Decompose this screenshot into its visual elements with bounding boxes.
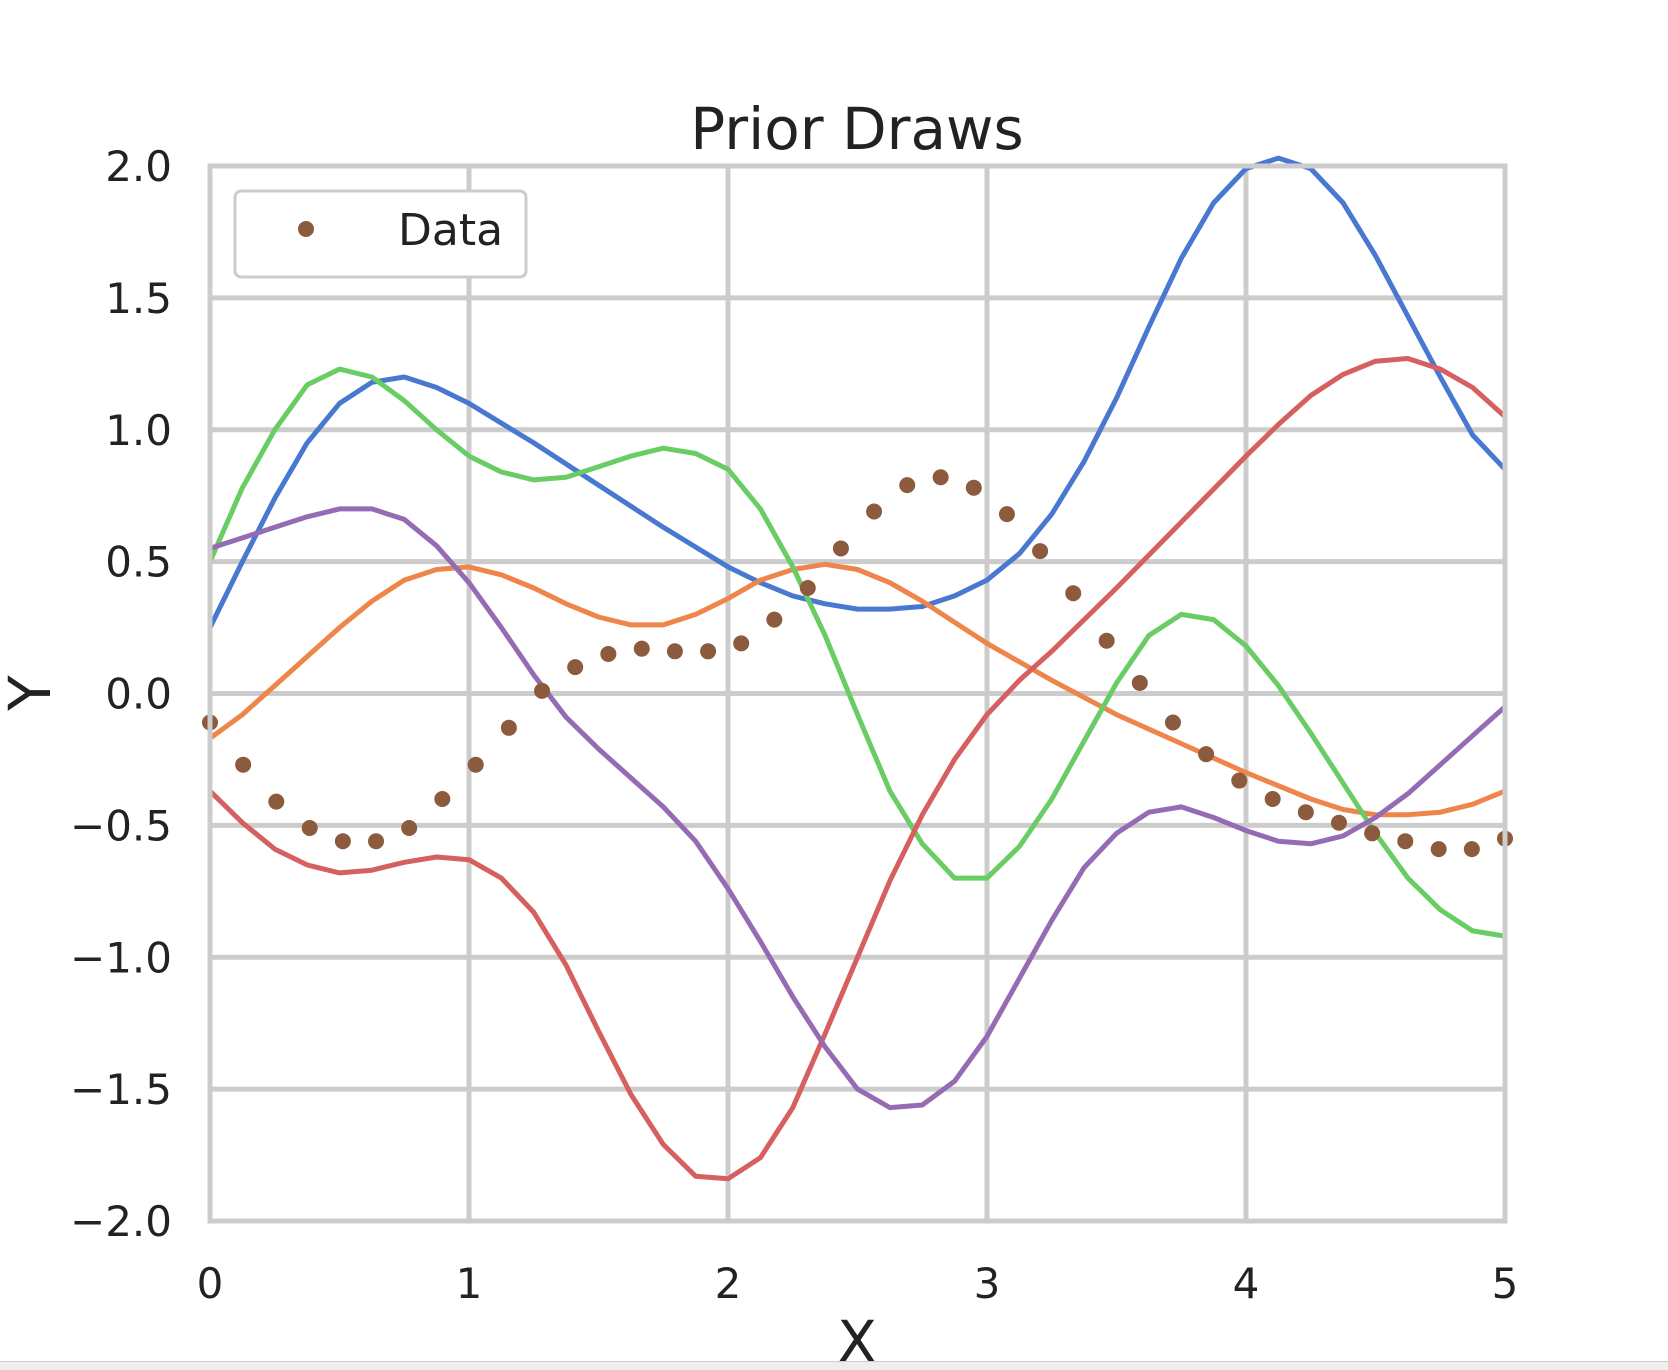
x-tick-label: 5 — [1492, 1259, 1519, 1308]
data-point — [733, 635, 750, 652]
data-point — [998, 506, 1015, 523]
data-points — [202, 469, 1513, 858]
x-tick-label: 4 — [1233, 1259, 1260, 1308]
data-point — [1164, 714, 1181, 731]
series-line-1 — [207, 155, 1507, 629]
x-tick-label: 1 — [456, 1259, 483, 1308]
data-point — [633, 640, 650, 657]
data-point — [1032, 543, 1049, 560]
window-bottom-edge — [0, 1361, 1668, 1370]
x-tick-label: 2 — [715, 1259, 742, 1308]
data-point — [401, 820, 418, 837]
plot-frame — [207, 163, 1508, 1224]
data-point — [932, 469, 949, 486]
y-tick-labels: −2.0 −1.5 −1.0 −0.5 0.0 0.5 1.0 1.5 2.0 — [70, 142, 172, 1246]
legend-label-data: Data — [398, 205, 503, 256]
x-axis-title: X — [837, 1308, 877, 1370]
data-point — [268, 793, 285, 810]
data-point — [832, 540, 849, 557]
y-tick-label: 0.0 — [105, 670, 172, 719]
data-point — [567, 659, 584, 676]
series-lines — [207, 155, 1507, 1182]
legend-marker — [298, 221, 314, 237]
data-point — [1065, 585, 1082, 602]
series-line-5 — [209, 506, 1507, 1111]
y-tick-label: −1.0 — [70, 933, 172, 982]
legend-box — [233, 189, 528, 279]
series-line-2 — [208, 561, 1506, 818]
x-tick-labels: 0 1 2 3 4 5 — [197, 1259, 1519, 1308]
data-point — [235, 756, 252, 773]
legend: Data — [233, 189, 528, 279]
series-line-4 — [208, 356, 1507, 1182]
data-point — [301, 820, 318, 837]
series-line-3 — [207, 366, 1506, 939]
y-tick-label: 1.5 — [105, 274, 172, 323]
data-point — [1397, 833, 1414, 850]
data-point — [434, 791, 451, 807]
x-tick-label: 3 — [974, 1259, 1001, 1308]
data-point — [666, 643, 683, 660]
y-tick-label: −0.5 — [70, 801, 172, 850]
data-point — [368, 833, 385, 850]
data-point — [600, 645, 617, 662]
data-point — [1430, 841, 1447, 858]
data-point — [1297, 804, 1314, 821]
data-point — [467, 756, 484, 773]
y-tick-label: −1.5 — [70, 1065, 172, 1114]
x-tick-label: 0 — [197, 1259, 224, 1308]
data-point — [700, 643, 717, 660]
data-point — [766, 611, 783, 628]
data-point — [1198, 746, 1215, 763]
data-point — [1364, 825, 1381, 842]
data-point — [866, 503, 883, 520]
y-axis-title: Y — [0, 675, 64, 712]
data-point — [1098, 632, 1115, 649]
data-point — [1463, 841, 1480, 858]
y-tick-label: 1.0 — [105, 406, 172, 455]
y-tick-label: 0.5 — [105, 538, 172, 587]
data-point — [899, 477, 916, 494]
data-point — [334, 833, 351, 850]
data-point — [1264, 791, 1281, 807]
data-point — [1231, 772, 1248, 789]
chart-title: Prior Draws — [690, 95, 1023, 163]
data-point — [1131, 674, 1148, 691]
y-tick-label: −2.0 — [70, 1197, 172, 1246]
data-point — [1330, 814, 1347, 831]
data-point — [799, 580, 816, 596]
data-point — [534, 682, 551, 699]
data-point — [965, 479, 982, 496]
data-point — [500, 719, 517, 736]
y-tick-label: 2.0 — [105, 142, 172, 191]
